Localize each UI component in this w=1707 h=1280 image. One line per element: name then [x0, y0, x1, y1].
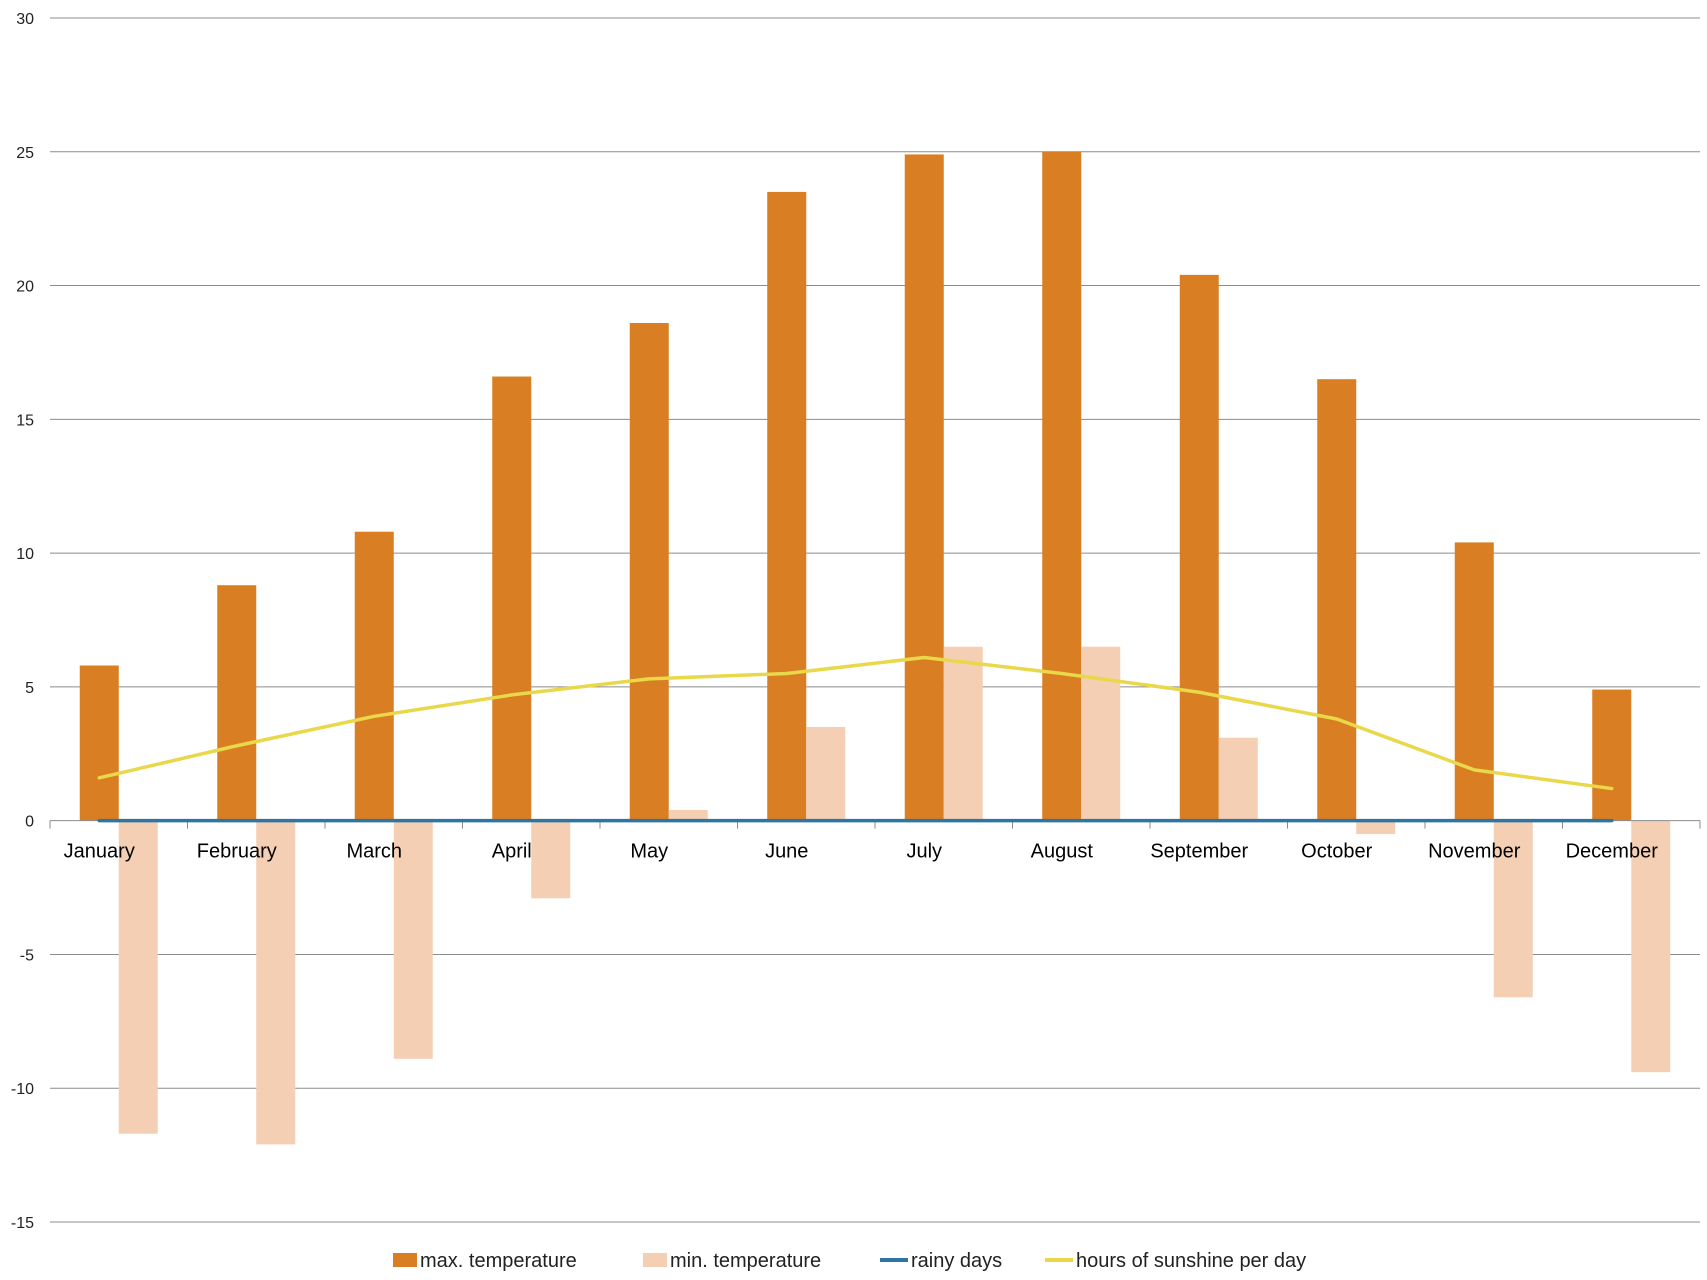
- category-label-march: March: [346, 841, 402, 863]
- bar-max-november: [1454, 542, 1494, 821]
- category-label-december: December: [1566, 841, 1659, 863]
- legend-item: min. temperature: [643, 1250, 821, 1272]
- y-tick-label: 15: [16, 412, 34, 429]
- bar-max-october: [1317, 379, 1357, 821]
- bar-max-july: [904, 154, 944, 821]
- bar-min-june: [806, 727, 846, 821]
- y-tick-label: -10: [11, 1081, 34, 1098]
- y-tick-label: -5: [20, 947, 34, 964]
- category-label-august: August: [1031, 841, 1094, 863]
- bar-max-january: [79, 665, 119, 821]
- category-label-april: April: [492, 841, 532, 863]
- bar-max-march: [354, 531, 394, 821]
- bar-min-december: [1631, 820, 1671, 1073]
- category-label-january: January: [64, 841, 135, 863]
- line-hours-of-sunshine-per-day: [97, 655, 1614, 791]
- bar-min-september: [1218, 737, 1258, 821]
- legend-label: hours of sunshine per day: [1076, 1250, 1306, 1272]
- legend-swatch: [393, 1253, 417, 1267]
- y-tick-label: 10: [16, 546, 34, 563]
- y-tick-label: 30: [16, 11, 34, 28]
- x-axis-category-labels: January February March April May June July Augu…: [64, 841, 1659, 863]
- category-label-november: November: [1428, 841, 1521, 863]
- bar-max-may: [629, 323, 669, 821]
- category-label-may: May: [630, 841, 668, 863]
- bar-min-october: [1356, 820, 1396, 835]
- category-label-july: July: [906, 841, 942, 863]
- legend-item: max. temperature: [393, 1250, 577, 1272]
- y-tick-label: 25: [16, 145, 34, 162]
- category-label-october: October: [1301, 841, 1372, 863]
- lines: [97, 655, 1614, 823]
- bar-min-april: [531, 820, 571, 899]
- legend-item: hours of sunshine per day: [1045, 1250, 1306, 1272]
- legend-item: rainy days: [880, 1250, 1002, 1272]
- category-label-june: June: [765, 841, 808, 863]
- bar-min-january: [118, 820, 158, 1134]
- y-tick-label: -15: [11, 1215, 34, 1232]
- bar-min-march: [393, 820, 433, 1059]
- bar-max-april: [492, 376, 532, 821]
- bar-min-may: [668, 809, 708, 821]
- bar-min-november: [1493, 820, 1533, 998]
- category-label-february: February: [197, 841, 277, 863]
- legend-swatch: [643, 1253, 667, 1267]
- bar-max-february: [217, 585, 257, 821]
- y-axis-tick-labels: 30 25 20 15 10 5 0 -5 -10 -15: [11, 11, 34, 1232]
- bar-max-august: [1042, 151, 1082, 821]
- category-label-september: September: [1150, 841, 1248, 863]
- bar-min-july: [943, 646, 983, 821]
- legend-label: rainy days: [911, 1250, 1002, 1272]
- bar-min-february: [256, 820, 296, 1145]
- legend-label: min. temperature: [670, 1250, 821, 1272]
- bar-max-september: [1179, 274, 1219, 821]
- bar-max-june: [767, 191, 807, 821]
- gridlines: [50, 17, 1700, 1223]
- bars: [79, 151, 1671, 1145]
- legend-label: max. temperature: [420, 1250, 577, 1272]
- y-tick-label: 0: [25, 814, 34, 831]
- y-tick-label: 20: [16, 279, 34, 296]
- legend: max. temperature min. temperature rainy da…: [393, 1250, 1306, 1272]
- bar-min-august: [1081, 646, 1121, 821]
- y-tick-label: 5: [25, 680, 34, 697]
- bar-max-december: [1592, 689, 1632, 821]
